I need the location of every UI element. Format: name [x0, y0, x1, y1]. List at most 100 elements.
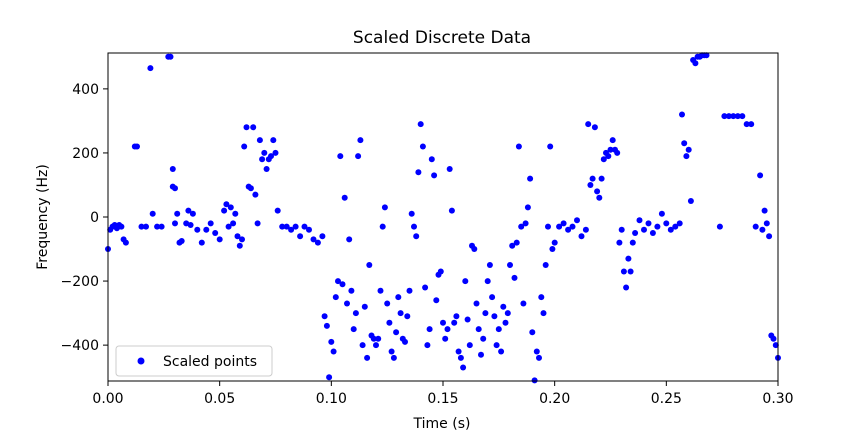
data-point — [408, 210, 415, 217]
data-point — [721, 113, 728, 120]
chart-title: Scaled Discrete Data — [353, 28, 531, 48]
data-point — [279, 223, 286, 230]
data-point — [667, 226, 674, 233]
data-point — [491, 313, 498, 320]
data-point — [178, 238, 185, 244]
data-point — [321, 313, 328, 320]
data-point — [274, 207, 281, 214]
data-point — [172, 220, 178, 227]
data-point — [589, 175, 596, 182]
data-point — [676, 220, 683, 227]
data-point — [366, 262, 373, 268]
points-layer — [105, 52, 781, 384]
data-point — [239, 236, 245, 243]
data-point — [507, 262, 513, 268]
data-point — [359, 342, 366, 349]
data-point — [319, 233, 326, 240]
data-point — [361, 303, 368, 310]
data-point — [377, 287, 384, 294]
data-point — [772, 342, 779, 349]
data-point — [498, 348, 505, 355]
data-point — [422, 284, 429, 291]
data-point — [448, 207, 455, 214]
data-point — [645, 220, 652, 227]
data-point — [725, 113, 732, 120]
data-point — [241, 143, 248, 150]
y-tick-label: −400 — [61, 338, 99, 354]
data-point — [415, 169, 422, 176]
data-point — [326, 374, 333, 381]
data-point — [344, 300, 350, 307]
data-point — [460, 364, 467, 371]
data-point — [272, 149, 279, 156]
data-point — [549, 246, 556, 252]
data-point — [687, 198, 694, 204]
data-point — [475, 326, 482, 333]
data-point — [672, 223, 679, 230]
data-point — [533, 348, 540, 355]
data-point — [306, 226, 312, 233]
legend-marker — [137, 357, 145, 365]
data-point — [761, 207, 768, 214]
data-point — [397, 310, 404, 317]
data-point — [250, 124, 257, 131]
data-point — [629, 239, 636, 246]
data-point — [424, 342, 431, 349]
data-point — [504, 310, 511, 317]
data-point — [518, 223, 525, 230]
data-point — [495, 326, 502, 333]
data-point — [620, 268, 627, 275]
data-point — [560, 220, 567, 227]
data-point — [478, 351, 484, 358]
data-point — [388, 348, 395, 355]
data-point — [256, 137, 263, 144]
data-point — [625, 255, 632, 262]
data-point — [390, 354, 397, 361]
data-point — [167, 53, 174, 60]
data-point — [446, 166, 453, 172]
data-point — [243, 124, 250, 131]
data-point — [500, 303, 507, 310]
data-point — [393, 329, 400, 336]
data-point — [453, 313, 460, 320]
legend-label: Scaled points — [163, 354, 257, 370]
y-tick-label: −200 — [61, 274, 99, 290]
data-point — [337, 153, 344, 160]
data-point — [417, 121, 424, 128]
plot-frame — [107, 52, 779, 382]
data-point — [370, 335, 377, 342]
data-point — [632, 230, 639, 236]
y-axis-label: Frequency (Hz) — [35, 164, 51, 270]
data-point — [341, 194, 348, 201]
data-point — [261, 149, 268, 156]
data-point — [649, 230, 656, 236]
data-point — [527, 175, 534, 182]
data-point — [386, 319, 393, 326]
x-tick-label: 0.05 — [204, 391, 235, 407]
data-point — [352, 310, 359, 317]
data-point — [232, 210, 239, 217]
data-point — [522, 220, 529, 227]
data-point — [348, 287, 355, 294]
x-axis-label: Time (s) — [413, 416, 471, 432]
data-point — [225, 223, 232, 230]
data-point — [520, 300, 527, 307]
data-point — [464, 316, 471, 323]
data-point — [411, 223, 417, 230]
data-point — [426, 326, 433, 333]
data-point — [542, 262, 549, 268]
data-point — [254, 220, 261, 227]
data-point — [551, 239, 558, 246]
data-point — [466, 342, 473, 349]
data-point — [221, 207, 228, 214]
data-point — [462, 278, 469, 285]
data-point — [174, 210, 181, 217]
data-point — [607, 146, 614, 153]
data-point — [364, 354, 371, 361]
data-point — [332, 294, 339, 301]
data-point — [207, 220, 214, 227]
data-point — [442, 335, 449, 342]
data-point — [301, 223, 308, 230]
data-point — [763, 220, 770, 227]
